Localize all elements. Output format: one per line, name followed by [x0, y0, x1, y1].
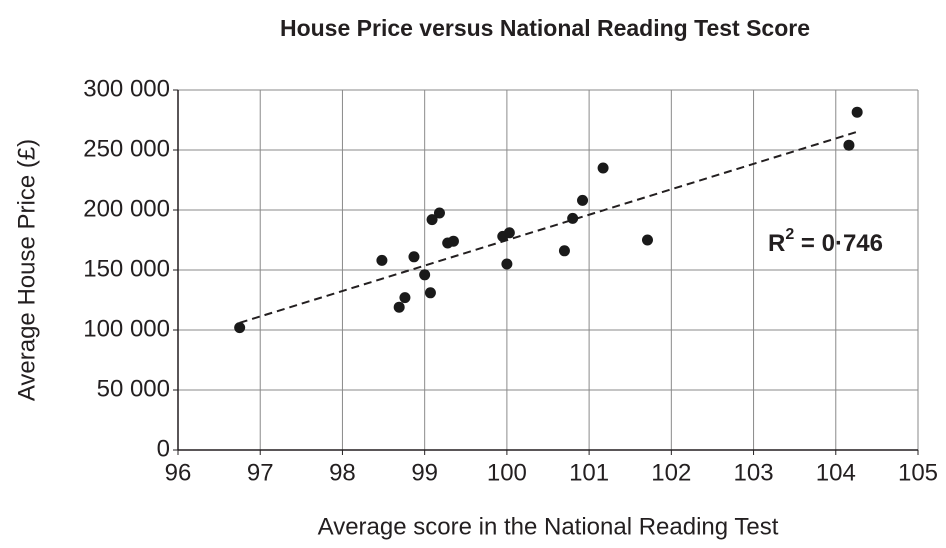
- x-tick-label: 101: [569, 459, 609, 486]
- y-tick-label: 250 000: [83, 135, 170, 162]
- x-tick-label: 105: [898, 459, 938, 486]
- point: [641, 234, 653, 246]
- point: [597, 162, 609, 174]
- x-axis-label: Average score in the National Reading Te…: [318, 513, 779, 540]
- y-tick-label: 150 000: [83, 255, 170, 282]
- point: [558, 245, 570, 257]
- point: [577, 194, 589, 206]
- annotation-rest: = 0·746: [794, 230, 883, 257]
- point: [424, 287, 436, 299]
- x-tick-label: 97: [247, 459, 274, 486]
- x-tick-label: 96: [165, 459, 192, 486]
- point: [851, 106, 863, 118]
- point: [433, 207, 445, 219]
- annotation-base: R: [768, 230, 785, 257]
- y-tick-label: 200 000: [83, 195, 170, 222]
- y-tick-label: 100 000: [83, 315, 170, 342]
- annotation-sup: 2: [785, 226, 794, 243]
- chart-title: House Price versus National Reading Test…: [280, 15, 810, 41]
- point: [408, 251, 420, 263]
- point: [419, 269, 431, 281]
- point: [503, 227, 515, 239]
- annotation: R2 = 0·746: [768, 226, 883, 257]
- point: [399, 292, 411, 304]
- y-tick-label: 300 000: [83, 75, 170, 102]
- point: [567, 212, 579, 224]
- x-tick-label: 102: [651, 459, 691, 486]
- x-tick-label: 103: [734, 459, 774, 486]
- point: [843, 139, 855, 151]
- x-tick-label: 104: [816, 459, 856, 486]
- y-tick-label: 0: [157, 435, 170, 462]
- x-tick-label: 99: [411, 459, 438, 486]
- y-axis-label: Average House Price (£): [13, 139, 40, 401]
- y-tick-label: 50 000: [97, 375, 170, 402]
- point: [234, 322, 246, 334]
- point: [376, 254, 388, 266]
- x-tick-label: 100: [487, 459, 527, 486]
- trendline: [239, 129, 861, 324]
- x-tick-label: 98: [329, 459, 356, 486]
- point: [447, 235, 459, 247]
- point: [393, 301, 405, 313]
- point: [426, 214, 438, 226]
- point: [501, 258, 513, 270]
